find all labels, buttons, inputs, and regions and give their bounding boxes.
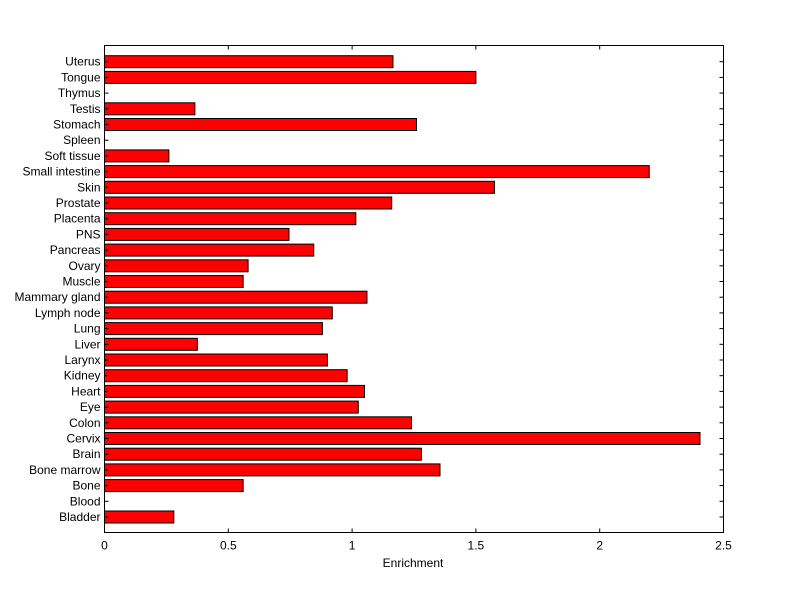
bar <box>104 118 417 131</box>
bar <box>104 70 477 84</box>
y-tick-label: Ovary <box>68 259 100 273</box>
x-tick-label: 0 <box>101 539 108 553</box>
bar <box>104 447 422 461</box>
bar <box>104 275 244 288</box>
bar <box>104 227 290 241</box>
y-tick-label: Tongue <box>61 70 101 84</box>
y-tick-label: Bone marrow <box>29 463 101 477</box>
y-tick-label: Lung <box>74 322 101 336</box>
bar <box>104 353 328 367</box>
y-tick-label: Muscle <box>62 275 100 289</box>
bar <box>104 290 368 304</box>
y-tick-label: Liver <box>74 337 100 351</box>
y-tick-label: Skin <box>77 180 100 194</box>
y-tick-label: Testis <box>70 102 101 116</box>
bar <box>104 306 333 320</box>
y-tick-label: Stomach <box>53 118 100 132</box>
bar <box>104 432 701 445</box>
x-tick-label: 1.5 <box>468 539 485 553</box>
bar <box>104 55 394 69</box>
x-tick-label: 2 <box>596 539 603 553</box>
y-tick-label: PNS <box>76 227 101 241</box>
bar <box>104 102 196 116</box>
y-tick-label: Cervix <box>66 432 100 446</box>
y-tick-label: Soft tissue <box>44 149 100 163</box>
y-tick-label: Bone <box>72 479 100 493</box>
bar <box>104 463 441 477</box>
y-tick-label: Uterus <box>65 55 100 69</box>
y-tick-label: Brain <box>72 447 100 461</box>
x-tick-label: 1 <box>349 539 356 553</box>
bar <box>104 259 249 273</box>
y-tick-label: Prostate <box>56 196 101 210</box>
x-tick-label: 2.5 <box>715 539 732 553</box>
x-axis-label: Enrichment <box>383 556 444 570</box>
y-tick-label: Kidney <box>64 369 101 383</box>
y-tick-label: Placenta <box>54 212 101 226</box>
bar <box>104 212 357 226</box>
bar <box>104 322 323 336</box>
bar <box>104 165 650 179</box>
x-tick-label: 0.5 <box>220 539 237 553</box>
bar <box>104 337 198 351</box>
bar <box>104 180 495 194</box>
bar <box>104 369 348 383</box>
y-tick-label: Colon <box>69 416 100 430</box>
bar <box>104 196 393 210</box>
bar <box>104 400 359 414</box>
y-tick-label: Mammary gland <box>14 290 100 304</box>
y-tick-label: Lymph node <box>35 306 101 320</box>
x-axis: 0 0.5 1 1.5 2 2.5 <box>101 45 732 553</box>
y-tick-label: Eye <box>80 400 101 414</box>
y-tick-label: Thymus <box>58 86 101 100</box>
bars-group <box>104 55 701 524</box>
bar <box>104 479 244 493</box>
y-tick-label: Spleen <box>63 133 100 147</box>
bar <box>104 243 315 257</box>
bar <box>104 149 170 163</box>
bar <box>104 384 365 398</box>
y-tick-label: Blood <box>70 494 101 508</box>
y-tick-label: Small intestine <box>22 165 100 179</box>
y-tick-label: Heart <box>71 384 101 398</box>
bar <box>104 510 175 524</box>
plot-frame <box>104 45 724 533</box>
y-tick-label: Pancreas <box>50 243 101 257</box>
y-tick-label: Larynx <box>64 353 100 367</box>
bar <box>104 416 413 430</box>
y-tick-label: Bladder <box>59 510 100 524</box>
